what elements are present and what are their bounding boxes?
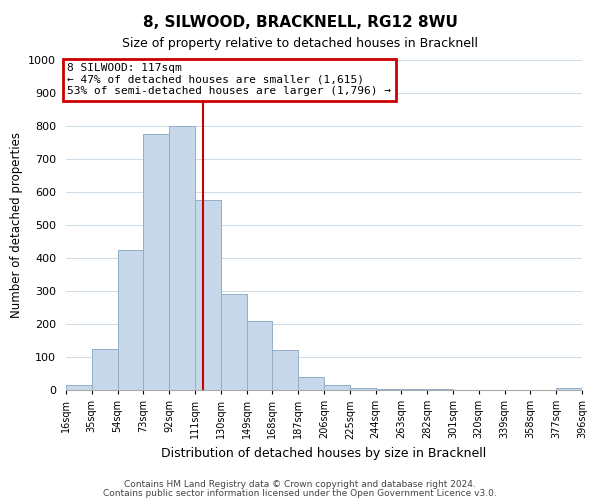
Bar	[118, 250, 143, 390]
Bar	[324, 385, 350, 390]
Bar	[221, 294, 247, 390]
X-axis label: Distribution of detached houses by size in Bracknell: Distribution of detached houses by size …	[161, 447, 487, 460]
Bar	[195, 200, 221, 390]
Bar	[556, 388, 582, 390]
Bar	[92, 349, 118, 390]
Bar	[298, 377, 324, 390]
Bar	[247, 320, 272, 390]
Bar	[169, 126, 195, 390]
Bar	[143, 134, 169, 390]
Bar	[272, 350, 298, 390]
Text: 8 SILWOOD: 117sqm
← 47% of detached houses are smaller (1,615)
53% of semi-detac: 8 SILWOOD: 117sqm ← 47% of detached hous…	[67, 64, 391, 96]
Text: Contains HM Land Registry data © Crown copyright and database right 2024.: Contains HM Land Registry data © Crown c…	[124, 480, 476, 489]
Bar	[66, 385, 92, 390]
Text: Contains public sector information licensed under the Open Government Licence v3: Contains public sector information licen…	[103, 488, 497, 498]
Bar	[376, 389, 401, 390]
Y-axis label: Number of detached properties: Number of detached properties	[10, 132, 23, 318]
Bar	[350, 388, 376, 390]
Text: Size of property relative to detached houses in Bracknell: Size of property relative to detached ho…	[122, 38, 478, 51]
Text: 8, SILWOOD, BRACKNELL, RG12 8WU: 8, SILWOOD, BRACKNELL, RG12 8WU	[143, 15, 457, 30]
